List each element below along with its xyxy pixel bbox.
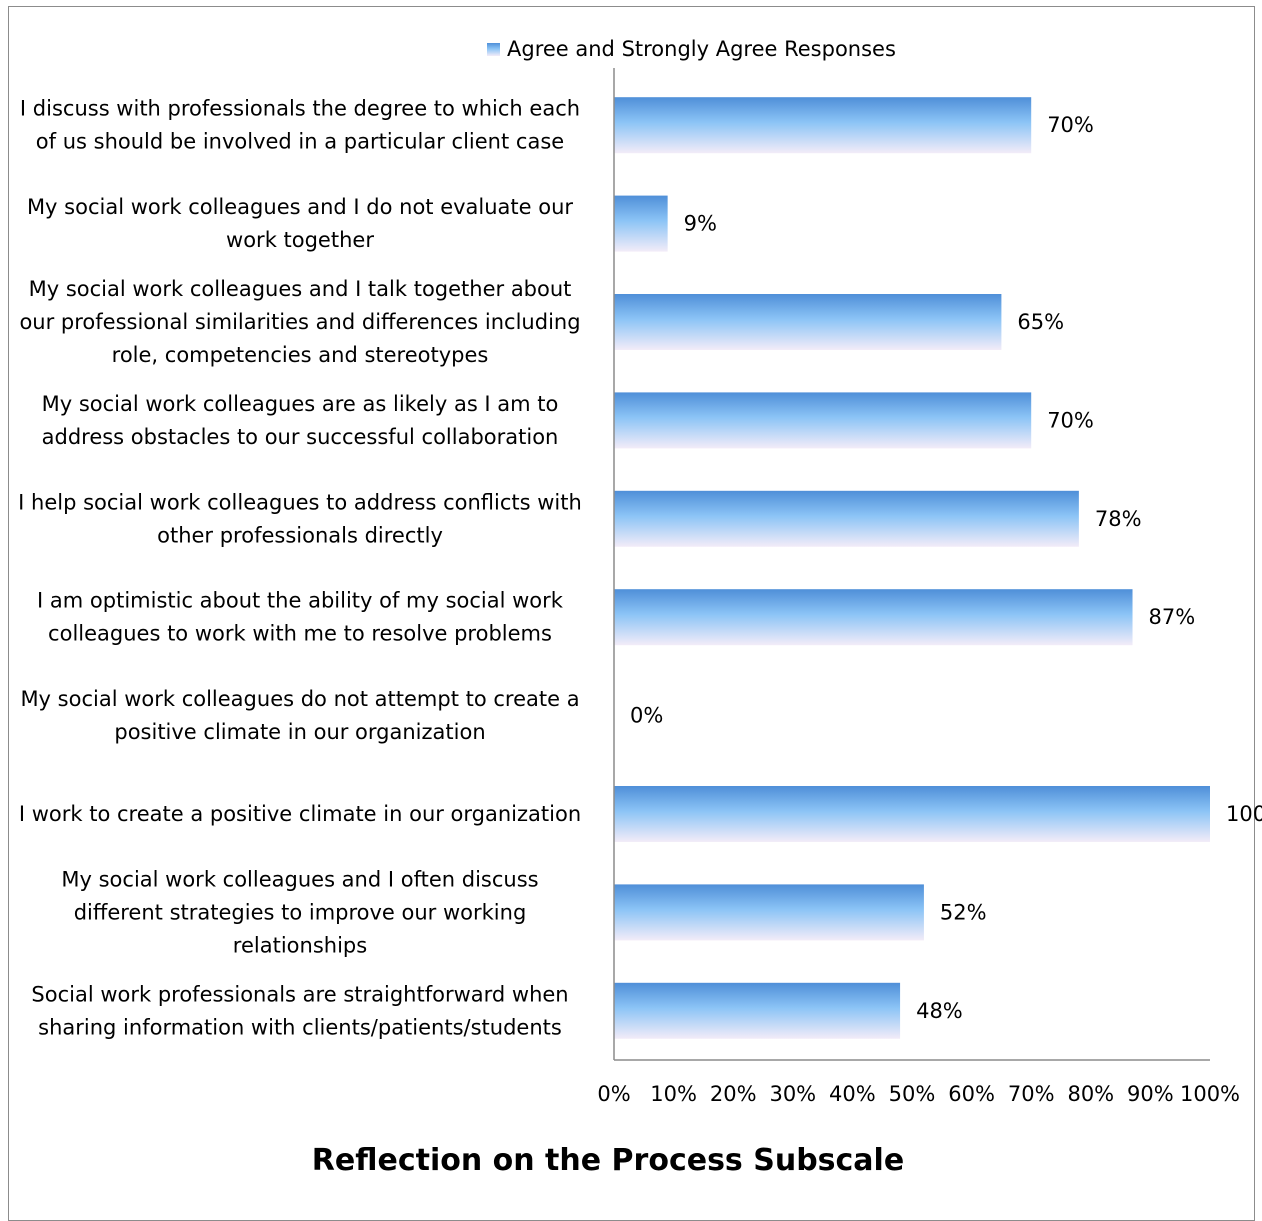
category-label-line: of us should be involved in a particular… (36, 130, 564, 154)
data-label: 0% (630, 704, 663, 728)
data-label: 78% (1095, 507, 1142, 531)
data-label: 9% (684, 212, 717, 236)
category-label-line: My social work colleagues do not attempt… (20, 687, 579, 711)
bar (614, 490, 1079, 547)
bars-group (614, 97, 1210, 1039)
category-label-line: My social work colleagues are as likely … (42, 392, 559, 416)
category-label-line: My social work colleagues and I talk tog… (29, 277, 572, 301)
data-label: 48% (916, 999, 963, 1023)
legend: Agree and Strongly Agree Responses (487, 37, 896, 61)
category-label-line: work together (226, 228, 374, 252)
x-tick-labels: 0% 10% 20% 30% 40% 50% 60% 70% 80% 90% 100% (597, 1082, 1240, 1106)
bar (614, 195, 668, 252)
category-label-line: Social work professionals are straightfo… (31, 982, 568, 1006)
category-label: I discuss with professionals the degree … (20, 97, 580, 154)
category-label-line: our professional similarities and differ… (19, 310, 580, 334)
x-tick-label: 70% (1008, 1082, 1055, 1106)
category-label-line: role, competencies and stereotypes (112, 343, 489, 367)
data-label: 52% (940, 900, 987, 924)
category-label: Social work professionals are straightfo… (31, 982, 568, 1039)
data-label: 100% (1226, 802, 1262, 826)
category-label: I work to create a positive climate in o… (19, 802, 581, 826)
category-label-line: My social work colleagues and I often di… (61, 867, 538, 891)
category-label: I help social work colleagues to address… (18, 490, 582, 547)
data-label: 70% (1047, 408, 1094, 432)
category-label: My social work colleagues are as likely … (42, 392, 559, 449)
category-label-line: address obstacles to our successful coll… (42, 425, 559, 449)
category-label: I am optimistic about the ability of my … (37, 589, 564, 646)
category-label-line: I discuss with professionals the degree … (20, 97, 580, 121)
category-label-line: I work to create a positive climate in o… (19, 802, 581, 826)
bar (614, 97, 1032, 154)
category-label-line: colleagues to work with me to resolve pr… (48, 622, 552, 646)
category-label-line: I am optimistic about the ability of my … (37, 589, 564, 613)
x-tick-label: 90% (1127, 1082, 1174, 1106)
bar (614, 786, 1210, 842)
bar (614, 982, 901, 1039)
category-label: My social work colleagues and I talk tog… (19, 277, 580, 367)
data-label: 87% (1149, 605, 1196, 629)
x-tick-label: 60% (948, 1082, 995, 1106)
data-label: 70% (1047, 113, 1094, 137)
x-tick-label: 80% (1067, 1082, 1114, 1106)
category-label-line: My social work colleagues and I do not e… (27, 195, 573, 219)
category-label: My social work colleagues do not attempt… (20, 687, 579, 744)
data-labels: 70% 9% 65% 70% 78% 87% 0% 100% 52% 48% (630, 113, 1262, 1023)
category-label: My social work colleagues and I often di… (61, 867, 538, 957)
category-labels: I discuss with professionals the degree … (18, 97, 582, 1040)
category-label-line: different strategies to improve our work… (74, 900, 527, 924)
x-tick-label: 100% (1180, 1082, 1240, 1106)
legend-entry: Agree and Strongly Agree Responses (507, 37, 896, 61)
data-label: 65% (1017, 310, 1064, 334)
category-label-line: relationships (233, 933, 367, 957)
x-tick-label: 10% (650, 1082, 697, 1106)
legend-swatch (487, 43, 500, 56)
bar (614, 884, 924, 941)
category-label-line: sharing information with clients/patient… (38, 1015, 562, 1039)
bar (614, 392, 1032, 449)
x-tick-label: 20% (710, 1082, 757, 1106)
x-tick-label: 30% (769, 1082, 816, 1106)
category-label: My social work colleagues and I do not e… (27, 195, 573, 252)
bar (614, 589, 1133, 646)
category-label-line: I help social work colleagues to address… (18, 490, 582, 514)
x-tick-label: 0% (597, 1082, 630, 1106)
axes (613, 68, 1210, 1061)
x-tick-label: 50% (889, 1082, 936, 1106)
category-label-line: positive climate in our organization (114, 720, 485, 744)
x-tick-label: 40% (829, 1082, 876, 1106)
chart-title: Reflection on the Process Subscale (312, 1143, 904, 1178)
category-label-line: other professionals directly (157, 523, 443, 547)
bar (614, 294, 1002, 350)
